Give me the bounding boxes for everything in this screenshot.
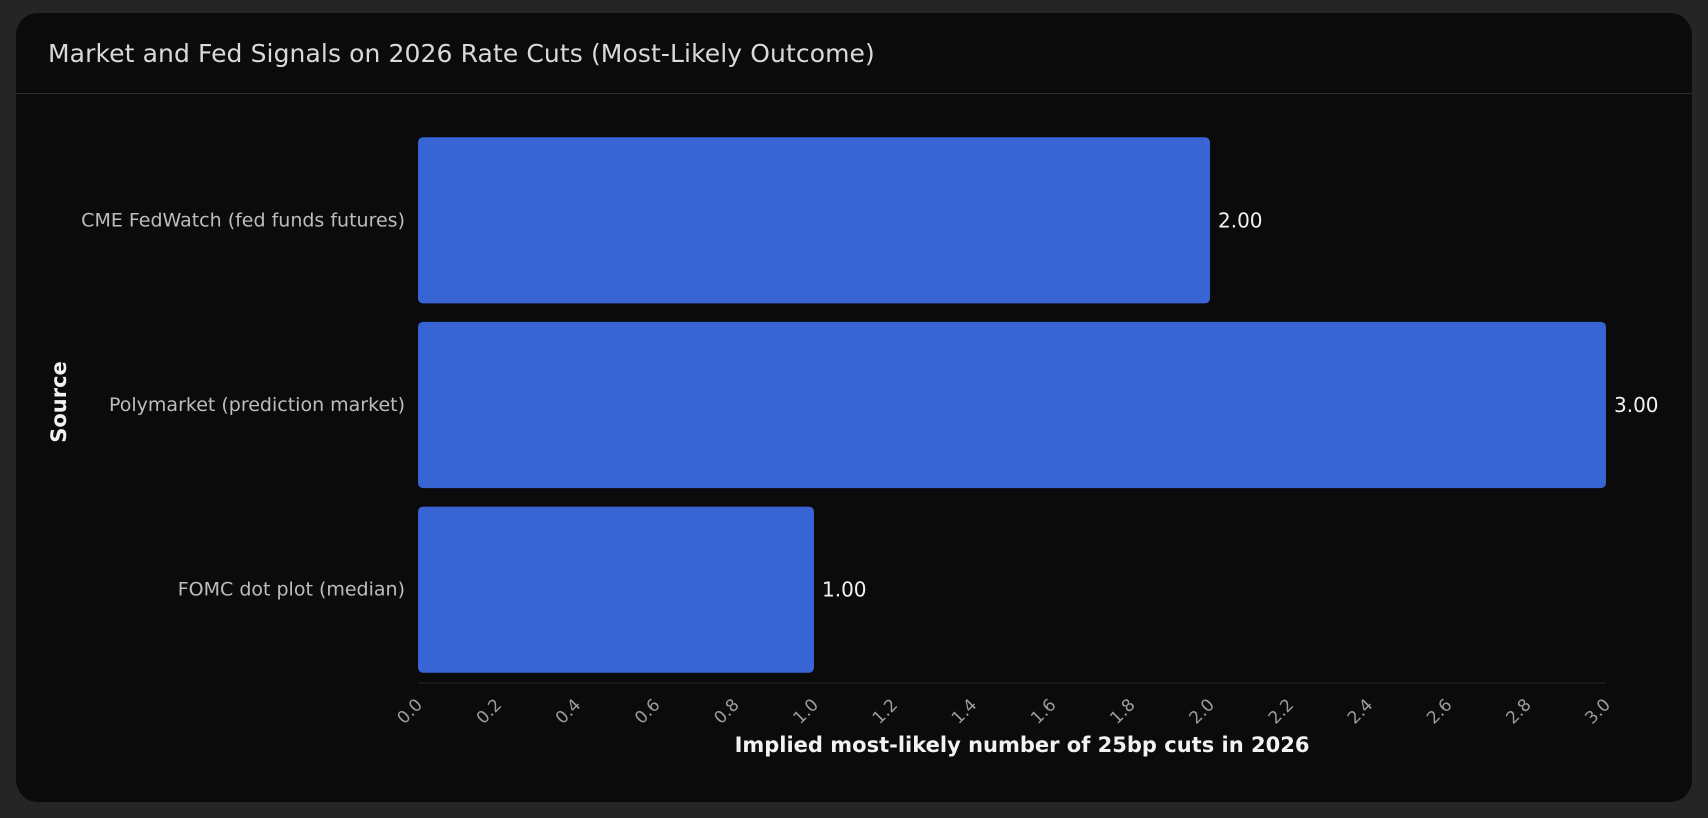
x-tick-label: 2.4: [1344, 695, 1377, 728]
bar: [418, 506, 814, 673]
card-header: Market and Fed Signals on 2026 Rate Cuts…: [16, 13, 1692, 94]
bar: [418, 137, 1210, 304]
x-tick-label: 2.8: [1502, 695, 1535, 728]
y-tick-label: CME FedWatch (fed funds futures): [81, 209, 405, 231]
x-axis-title: Implied most-likely number of 25bp cuts …: [735, 733, 1310, 757]
x-tick-label: 0.8: [710, 695, 743, 728]
x-tick-label: 2.0: [1186, 695, 1219, 728]
x-tick-label: 1.8: [1106, 695, 1139, 728]
y-axis-title: Source: [47, 361, 71, 443]
x-tick-label: 0.0: [394, 695, 427, 728]
y-tick-label: FOMC dot plot (median): [178, 579, 405, 601]
data-label: 2.00: [1218, 208, 1263, 232]
chart-title: Market and Fed Signals on 2026 Rate Cuts…: [48, 38, 875, 68]
data-label: 3.00: [1614, 393, 1659, 417]
x-tick-label: 0.2: [473, 695, 506, 728]
x-tick-label: 1.6: [1027, 695, 1060, 728]
x-tick-label: 1.2: [869, 695, 902, 728]
x-tick-label: 2.6: [1423, 695, 1456, 728]
data-label: 1.00: [822, 578, 867, 602]
x-tick-label: 2.2: [1265, 695, 1298, 728]
x-tick-label: 1.4: [948, 695, 981, 728]
x-tick-label: 0.4: [552, 695, 585, 728]
x-tick-label: 1.0: [790, 695, 823, 728]
x-tick-label: 0.6: [631, 695, 664, 728]
y-tick-label: Polymarket (prediction market): [109, 394, 405, 416]
bar: [418, 321, 1606, 489]
x-tick-label: 3.0: [1582, 695, 1615, 728]
